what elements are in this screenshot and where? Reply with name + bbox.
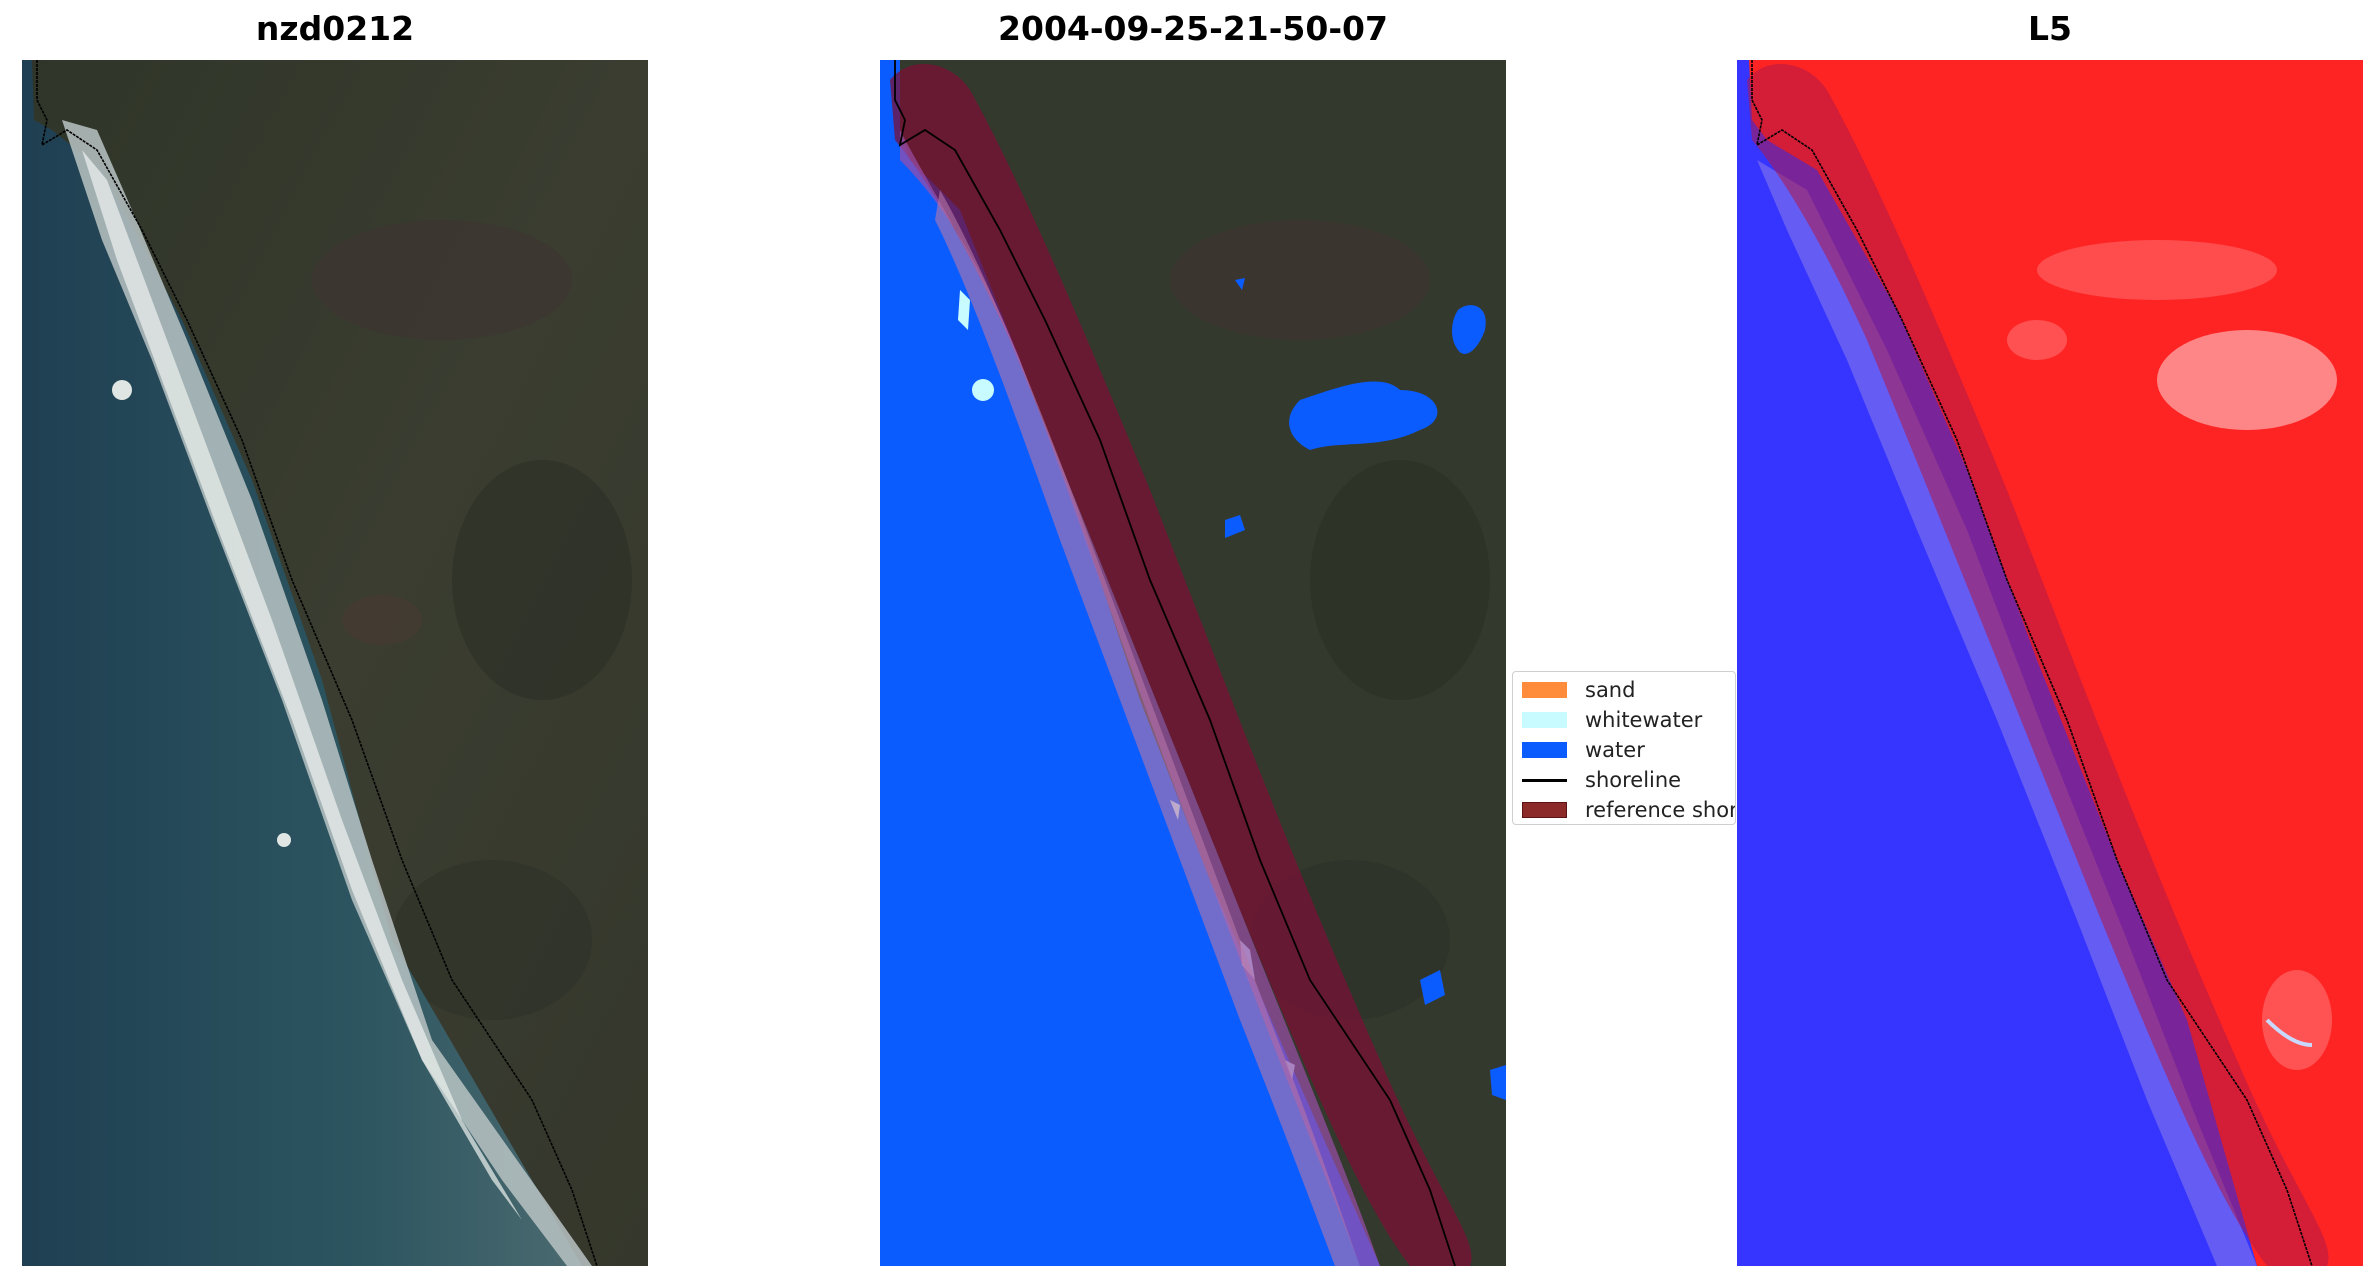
legend-swatch-reference-shoreline — [1522, 802, 1567, 818]
legend-label-sand: sand — [1585, 678, 1636, 702]
whitewater-patch — [972, 379, 994, 401]
legend: sand whitewater water shoreline referenc… — [1512, 671, 1736, 825]
legend-item-whitewater: whitewater — [1513, 705, 1735, 735]
classified-image — [880, 60, 1506, 1266]
legend-swatch-shoreline — [1522, 778, 1567, 782]
rgb-image-panel — [22, 60, 648, 1266]
legend-swatch-water — [1522, 742, 1567, 758]
detected-shoreline-line — [1751, 60, 2313, 1266]
classified-image-panel — [880, 60, 1506, 1266]
index-image-panel — [1737, 60, 2363, 1266]
inland-water-patch — [1289, 381, 1438, 450]
legend-item-shoreline: shoreline — [1513, 765, 1735, 795]
rgb-satellite-image — [22, 60, 648, 1266]
legend-item-sand: sand — [1513, 675, 1735, 705]
detected-shoreline-line — [36, 60, 598, 1266]
legend-swatch-whitewater — [1522, 712, 1567, 728]
legend-item-reference-shoreline: reference shoreline — [1513, 795, 1736, 824]
legend-label-shoreline: shoreline — [1585, 768, 1682, 792]
legend-swatch-sand — [1522, 682, 1567, 698]
detected-shoreline-line — [894, 60, 1456, 1266]
index-image — [1737, 60, 2363, 1266]
legend-label-reference-shoreline: reference shoreline — [1585, 798, 1736, 822]
legend-label-whitewater: whitewater — [1585, 708, 1703, 732]
legend-label-water: water — [1585, 738, 1645, 762]
reference-shoreline-buffer — [890, 64, 1472, 1266]
panel-title-classified: 2004-09-25-21-50-07 — [998, 9, 1388, 48]
panel-title-index: L5 — [2028, 9, 2072, 48]
legend-item-water: water — [1513, 735, 1735, 765]
reference-shoreline-buffer — [1747, 64, 2329, 1266]
panel-title-rgb: nzd0212 — [255, 9, 415, 48]
